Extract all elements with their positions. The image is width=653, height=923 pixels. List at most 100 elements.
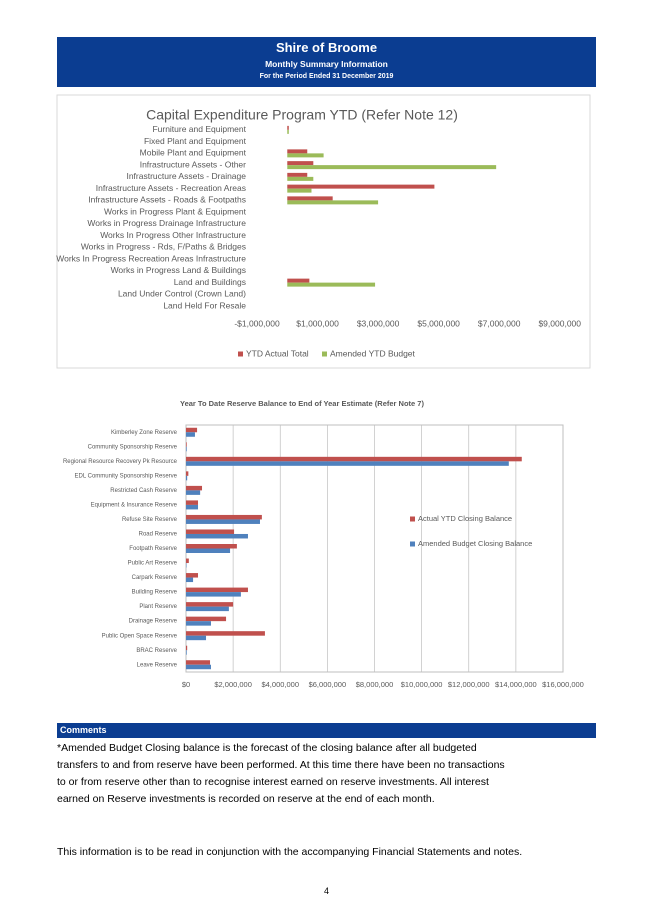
legend-label: Amended Budget Closing Balance: [418, 539, 532, 548]
y-tick-label: Infrastructure Assets - Drainage: [126, 171, 246, 181]
y-tick-label: Land and Buildings: [174, 277, 246, 287]
bar: [287, 196, 333, 201]
bar: [186, 573, 199, 578]
chart-title: Year To Date Reserve Balance to End of Y…: [180, 399, 424, 408]
legend-swatch: [238, 351, 243, 357]
bar: [186, 442, 187, 447]
bar: [186, 514, 262, 520]
y-tick-label: Community Sponsorship Reserve: [88, 444, 178, 450]
bar: [186, 577, 194, 583]
bar: [186, 602, 234, 607]
bar: [186, 471, 189, 476]
page-number: 4: [323, 886, 329, 896]
y-tick-label: Works in Progress Plant & Equipment: [104, 206, 247, 216]
bar: [186, 529, 235, 534]
y-tick-label: Infrastructure Assets - Other: [140, 159, 246, 169]
y-tick-label: Leave Reserve: [137, 662, 178, 668]
bar: [186, 533, 248, 539]
bar: [186, 490, 201, 495]
footer-note: This information is to be read in conjun…: [57, 846, 523, 858]
bar: [186, 456, 522, 462]
bar: [186, 500, 199, 505]
bar: [186, 558, 189, 564]
bar: [287, 188, 312, 193]
bar: [186, 504, 199, 510]
bar: [186, 660, 211, 665]
header-title: Shire of Broome: [275, 40, 378, 55]
x-tick-label: $8,000,000: [356, 680, 394, 689]
bar: [186, 631, 265, 636]
y-tick-label: Kimberley Zone Reserve: [111, 430, 178, 436]
bar: [287, 161, 314, 166]
legend-swatch: [410, 541, 415, 547]
bar: [287, 176, 314, 181]
y-tick-label: Regional Resource Recovery Pk Resource: [63, 459, 178, 465]
y-tick-label: Mobile Plant and Equipment: [140, 148, 247, 158]
y-tick-label: BRAC Reserve: [136, 648, 177, 654]
y-tick-label: Works in Progress - Rds, F/Paths & Bridg…: [81, 242, 246, 252]
x-tick-label: $6,000,000: [309, 680, 347, 689]
bar: [186, 650, 187, 655]
bar: [186, 616, 227, 622]
bar: [186, 519, 260, 524]
bar: [287, 165, 497, 170]
x-tick-label: $0: [182, 680, 190, 689]
x-tick-label: $4,000,000: [261, 680, 299, 689]
comments-heading: Comments: [57, 723, 596, 738]
y-tick-label: Works In Progress Recreation Areas Infra…: [56, 253, 246, 263]
y-tick-label: Works in Progress Drainage Infrastructur…: [87, 218, 246, 228]
legend-label: YTD Actual Total: [246, 348, 309, 358]
y-tick-label: Refuse Site Reserve: [122, 517, 178, 523]
x-tick-label: $1,000,000: [296, 318, 339, 328]
x-tick-label: $16,000,000: [542, 680, 584, 689]
y-tick-label: Restricted Cash Reserve: [110, 488, 177, 494]
x-tick-label: $5,000,000: [417, 318, 460, 328]
y-tick-label: EDL Community Sponsorship Reserve: [75, 473, 178, 479]
bar: [186, 645, 188, 651]
x-tick-label: $3,000,000: [357, 318, 400, 328]
y-tick-label: Land Held For Resale: [163, 300, 246, 310]
bar: [186, 544, 237, 549]
y-tick-label: Road Reserve: [139, 532, 178, 538]
y-tick-label: Footpath Reserve: [129, 546, 177, 552]
y-tick-label: Carpark Reserve: [132, 575, 178, 581]
y-tick-label: Drainage Reserve: [129, 619, 178, 625]
bar: [186, 446, 187, 452]
x-tick-label: $10,000,000: [401, 680, 443, 689]
bar: [186, 475, 188, 481]
y-tick-label: Building Reserve: [132, 590, 178, 596]
bar: [287, 282, 376, 287]
bar: [186, 606, 229, 612]
bar: [287, 149, 308, 154]
legend-label: Actual YTD Closing Balance: [418, 514, 512, 523]
bar: [287, 278, 310, 283]
header-band: Shire of Broome Monthly Summary Informat…: [57, 37, 596, 87]
x-tick-label: $7,000,000: [478, 318, 521, 328]
bar: [186, 432, 195, 437]
y-tick-label: Fixed Plant and Equipment: [144, 136, 247, 146]
bar: [186, 427, 198, 433]
bar: [186, 461, 509, 466]
bar: [186, 635, 207, 641]
chart-frame: [56, 94, 591, 369]
chart-title: Capital Expenditure Program YTD (Refer N…: [146, 107, 458, 123]
y-tick-label: Works In Progress Other Infrastructure: [100, 230, 246, 240]
bar: [287, 184, 435, 189]
bar: [186, 592, 241, 597]
bar: [186, 548, 231, 553]
y-tick-label: Equipment & Insurance Reserve: [91, 502, 178, 508]
y-tick-label: Public Art Reserve: [128, 561, 178, 567]
y-tick-label: Land Under Control (Crown Land): [118, 289, 246, 299]
header-subtitle: Monthly Summary Information: [265, 59, 388, 69]
y-tick-label: Infrastructure Assets - Roads & Footpath…: [88, 195, 246, 205]
y-tick-label: Infrastructure Assets - Recreation Areas: [96, 183, 246, 193]
legend-swatch: [410, 516, 415, 522]
legend-swatch: [322, 351, 327, 357]
bar: [186, 587, 248, 593]
bar: [287, 200, 379, 205]
x-tick-label: -$1,000,000: [234, 318, 280, 328]
x-tick-label: $2,000,000: [214, 680, 252, 689]
comments-text: *Amended Budget Closing balance is the f…: [57, 742, 505, 805]
bar: [287, 172, 308, 177]
